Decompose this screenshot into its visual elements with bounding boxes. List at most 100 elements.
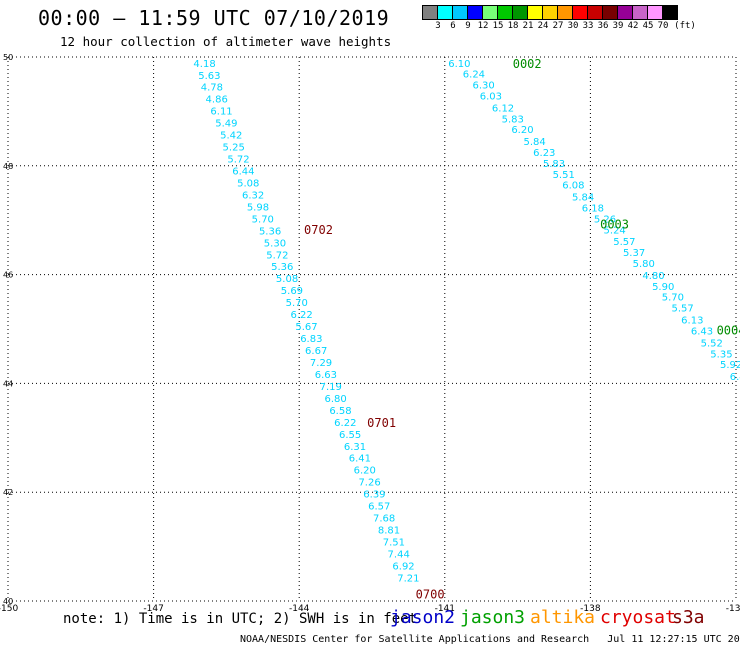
scale-label: 6 bbox=[450, 21, 456, 31]
wave-height-value: 6.22 bbox=[290, 310, 312, 321]
wave-height-value: 5.72 bbox=[227, 155, 249, 166]
scale-swatch bbox=[662, 5, 678, 20]
wave-height-value: 6.43 bbox=[691, 326, 713, 337]
scale-label: 24 bbox=[537, 21, 549, 31]
satellite-legend-item: s3a bbox=[672, 607, 705, 628]
wave-height-value: 6.12 bbox=[492, 103, 514, 114]
wave-height-value: 5.30 bbox=[264, 238, 286, 249]
wave-height-value: 7.19 bbox=[320, 382, 342, 393]
wave-height-value: 6.08 bbox=[562, 181, 584, 192]
satellite-legend-item: altika bbox=[530, 607, 596, 628]
x-tick-label: -144 bbox=[289, 604, 310, 614]
wave-height-value: 6.44 bbox=[232, 167, 254, 178]
scale-label: 3 bbox=[435, 21, 441, 31]
wave-height-value: 5.36 bbox=[259, 226, 281, 237]
wave-height-value: 5.67 bbox=[295, 322, 317, 333]
wave-height-value: 6.22 bbox=[334, 418, 356, 429]
wave-height-value: 6.18 bbox=[582, 203, 604, 214]
wave-height-value: 5.57 bbox=[671, 304, 693, 315]
wave-height-value: 6.23 bbox=[533, 148, 555, 159]
credit-text: NOAA/NESDIS Center for Satellite Applica… bbox=[240, 634, 590, 645]
scale-unit: (ft) bbox=[674, 21, 696, 31]
pass-label: 0004 bbox=[717, 323, 740, 337]
scale-label: 15 bbox=[492, 21, 504, 31]
wave-height-value: 6.13 bbox=[681, 316, 703, 327]
wave-height-value: 6.55 bbox=[339, 430, 361, 441]
wave-height-value: 5.08 bbox=[276, 274, 298, 285]
wave-height-value: 5.69 bbox=[281, 286, 303, 297]
scale-label: 39 bbox=[612, 21, 624, 31]
wave-height-value: 5.80 bbox=[633, 259, 655, 270]
wave-height-value: 5.25 bbox=[223, 143, 245, 154]
scale-label: 18 bbox=[507, 21, 519, 31]
wave-height-value: 4.86 bbox=[206, 95, 228, 106]
y-tick-label: 40 bbox=[3, 597, 13, 606]
timestamp-text: Jul 11 12:27:15 UTC 2019 bbox=[607, 634, 740, 645]
wave-height-value: 6.83 bbox=[300, 334, 322, 345]
wave-height-value: 6.31 bbox=[344, 442, 366, 453]
pass-label: 0003 bbox=[600, 217, 629, 231]
scale-label: 30 bbox=[567, 21, 579, 31]
wave-height-value: 5.90 bbox=[652, 282, 674, 293]
wave-height-value: 4.18 bbox=[193, 59, 215, 70]
x-tick-label: -141 bbox=[435, 604, 455, 614]
wave-height-value: 5.49 bbox=[215, 119, 237, 130]
wave-height-value: 6.03 bbox=[480, 91, 502, 102]
wave-height-value: 5.98 bbox=[247, 202, 269, 213]
wave-height-value: 5.37 bbox=[623, 248, 645, 259]
wave-height-value: 6.43 bbox=[730, 372, 740, 383]
wave-height-value: 6.39 bbox=[363, 490, 385, 501]
pass-label: 0700 bbox=[416, 587, 445, 601]
wave-height-value: 6.80 bbox=[324, 394, 346, 405]
satellite-legend-item: jason2 bbox=[390, 607, 456, 628]
y-tick-label: 42 bbox=[3, 488, 13, 497]
wave-height-value: 7.26 bbox=[358, 478, 380, 489]
pass-label: 0701 bbox=[367, 416, 396, 430]
y-tick-label: 46 bbox=[3, 271, 13, 280]
x-tick-label: -138 bbox=[580, 604, 601, 614]
wave-height-value: 6.92 bbox=[392, 561, 414, 572]
x-tick-label: -150 bbox=[0, 604, 18, 614]
footer-credit: NOAA/NESDIS Center for Satellite Applica… bbox=[240, 634, 740, 645]
y-tick-label: 44 bbox=[3, 379, 13, 388]
scale-label: 27 bbox=[552, 21, 564, 31]
wave-height-value: 5.92 bbox=[720, 360, 740, 371]
wave-height-value: 5.83 bbox=[502, 114, 524, 125]
y-tick-label: 50 bbox=[3, 53, 13, 62]
wave-height-value: 6.24 bbox=[463, 70, 485, 81]
wave-height-value: 5.70 bbox=[286, 298, 308, 309]
wave-height-value: 6.57 bbox=[368, 502, 390, 513]
pass-label: 0002 bbox=[513, 57, 542, 71]
scale-label: 33 bbox=[582, 21, 594, 31]
wave-height-value: 5.83 bbox=[543, 159, 565, 170]
wave-height-value: 8.81 bbox=[378, 526, 400, 537]
scale-label: 12 bbox=[477, 21, 489, 31]
scale-label: 45 bbox=[642, 21, 654, 31]
wave-height-value: 7.44 bbox=[388, 549, 410, 560]
wave-height-color-scale bbox=[422, 5, 678, 20]
wave-height-value: 5.51 bbox=[553, 170, 575, 181]
wave-height-value: 5.70 bbox=[252, 214, 274, 225]
wave-height-value: 6.20 bbox=[354, 466, 376, 477]
wave-height-value: 5.26 bbox=[594, 214, 616, 225]
scale-label: 42 bbox=[627, 21, 639, 31]
wave-height-value: 6.20 bbox=[511, 125, 533, 136]
wave-height-value: 4.78 bbox=[201, 83, 223, 94]
scale-label: 70 bbox=[657, 21, 669, 31]
pass-label: 0702 bbox=[304, 223, 333, 237]
wave-height-value: 6.32 bbox=[242, 190, 264, 201]
wave-height-value: 5.42 bbox=[220, 131, 242, 142]
wave-height-value: 5.24 bbox=[604, 225, 626, 236]
wave-height-value: 5.63 bbox=[198, 71, 220, 82]
scale-label: 9 bbox=[465, 21, 471, 31]
wave-height-value: 6.30 bbox=[472, 81, 494, 92]
wave-height-value: 5.35 bbox=[710, 349, 732, 360]
wave-height-value: 7.68 bbox=[373, 514, 395, 525]
wave-height-value: 7.21 bbox=[397, 573, 419, 584]
wave-height-value: 5.84 bbox=[572, 193, 594, 204]
wave-height-value: 5.08 bbox=[237, 178, 259, 189]
wave-height-value: 6.58 bbox=[329, 406, 351, 417]
units-note: note: 1) Time is in UTC; 2) SWH is in fe… bbox=[63, 611, 418, 627]
x-tick-label: -135 bbox=[726, 604, 740, 614]
